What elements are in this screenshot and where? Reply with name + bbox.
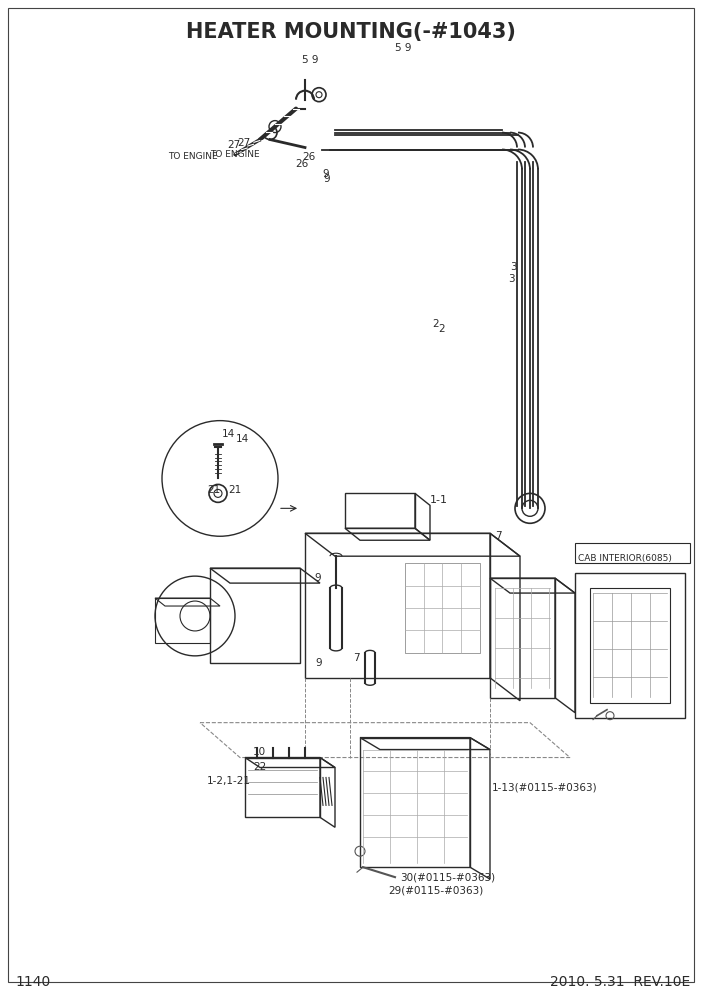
Text: 2: 2 (432, 319, 439, 329)
Text: CAB INTERIOR(6085): CAB INTERIOR(6085) (578, 555, 672, 563)
Bar (405, 563, 480, 653)
Text: 26: 26 (295, 160, 308, 170)
Text: 9: 9 (322, 170, 329, 180)
Text: 1140: 1140 (15, 975, 51, 989)
Text: 1-2,1-21: 1-2,1-21 (207, 777, 251, 787)
Bar (575, 544, 690, 563)
Text: 7: 7 (353, 653, 359, 663)
Text: 7: 7 (495, 532, 502, 542)
Text: 26: 26 (302, 153, 315, 163)
Text: 5 9: 5 9 (302, 55, 319, 64)
Text: 14: 14 (236, 434, 249, 443)
Text: 2: 2 (438, 324, 444, 334)
Text: 29(#0115-#0363): 29(#0115-#0363) (388, 885, 483, 895)
Text: 9: 9 (314, 573, 321, 583)
Text: 22: 22 (253, 762, 266, 772)
Text: 21: 21 (228, 485, 241, 495)
Text: HEATER MOUNTING(-#1043): HEATER MOUNTING(-#1043) (186, 22, 516, 42)
Text: 30(#0115-#0363): 30(#0115-#0363) (400, 872, 495, 882)
Text: 2010. 5.31  REV.10E: 2010. 5.31 REV.10E (550, 975, 690, 989)
Text: TO ENGINE: TO ENGINE (168, 152, 218, 161)
Text: 27: 27 (237, 138, 250, 148)
Text: 1-13(#0115-#0363): 1-13(#0115-#0363) (492, 783, 597, 793)
Text: 5 9: 5 9 (395, 43, 411, 53)
Text: TO ENGINE: TO ENGINE (210, 150, 260, 159)
Text: 3: 3 (508, 274, 515, 284)
Text: 3: 3 (510, 262, 517, 272)
Text: 1-1: 1-1 (430, 495, 448, 505)
Text: 21: 21 (207, 485, 220, 495)
Text: 14: 14 (222, 429, 235, 438)
Text: 10: 10 (253, 747, 266, 757)
Text: 9: 9 (315, 658, 322, 668)
Text: 9: 9 (323, 175, 330, 185)
Text: 27: 27 (227, 140, 241, 150)
